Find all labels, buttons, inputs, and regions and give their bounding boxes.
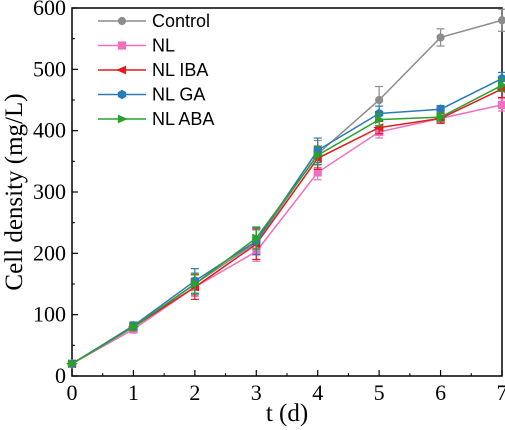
data-point [436, 112, 447, 122]
legend: Control NL NL IBA NL GA NL ABA [98, 11, 214, 129]
axis-ticks: 0 1 2 3 4 5 6 7 0 100 200 300 400 500 600 [33, 0, 505, 405]
data-point [252, 233, 263, 243]
x-tick-label: 4 [312, 380, 323, 405]
y-tick-label: 400 [33, 118, 66, 143]
x-tick-label: 0 [67, 380, 78, 405]
legend-marker [117, 114, 128, 124]
data-point [313, 150, 324, 160]
data-point [436, 33, 445, 42]
legend-marker [117, 89, 127, 100]
legend-item: NL [98, 36, 175, 56]
legend-item: NL GA [98, 85, 205, 105]
legend-marker [116, 65, 127, 75]
data-point [67, 359, 78, 369]
y-tick-label: 300 [33, 179, 66, 204]
series-layer [66, 8, 505, 369]
data-point [190, 279, 201, 289]
data-point [436, 104, 445, 114]
y-tick-label: 100 [33, 302, 66, 327]
legend-item: Control [98, 11, 210, 31]
legend-item: NL ABA [98, 109, 214, 129]
x-tick-label: 5 [374, 380, 385, 405]
legend-label: NL GA [152, 85, 205, 105]
plot-area [71, 7, 503, 377]
series-line [71, 84, 503, 365]
y-tick-label: 0 [55, 363, 66, 388]
legend-label: NL [152, 36, 175, 56]
x-tick-label: 1 [128, 380, 139, 405]
x-tick-label: 3 [251, 380, 262, 405]
y-axis-title: Cell density (mg/L) [1, 93, 28, 290]
legend-label: Control [152, 11, 210, 31]
y-tick-label: 200 [33, 240, 66, 265]
series-line [71, 19, 503, 365]
data-point [129, 322, 140, 332]
x-tick-label: 7 [497, 380, 505, 405]
x-axis-title: t (d) [266, 400, 308, 427]
data-point [497, 100, 505, 110]
x-tick-label: 6 [435, 380, 446, 405]
legend-marker [117, 16, 127, 26]
x-tick-label: 2 [189, 380, 200, 405]
legend-label: NL IBA [152, 60, 208, 80]
y-tick-label: 500 [33, 56, 66, 81]
series-control [67, 8, 505, 368]
data-point [497, 80, 505, 90]
data-point [375, 95, 384, 105]
legend-item: NL IBA [98, 60, 208, 80]
data-point [375, 115, 385, 124]
y-tick-label: 600 [33, 0, 66, 20]
data-point [497, 16, 505, 25]
legend-marker [117, 41, 127, 50]
plot-frame [71, 7, 503, 377]
legend-label: NL ABA [152, 109, 214, 129]
